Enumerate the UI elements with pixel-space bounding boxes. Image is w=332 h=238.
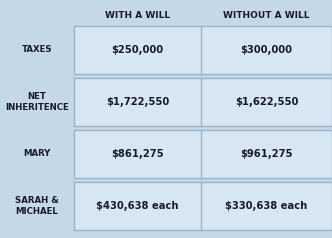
FancyBboxPatch shape	[74, 130, 332, 178]
Text: $330,638 each: $330,638 each	[225, 201, 308, 211]
Text: WITHOUT A WILL: WITHOUT A WILL	[223, 11, 310, 20]
Text: $430,638 each: $430,638 each	[96, 201, 179, 211]
Text: $861,275: $861,275	[111, 149, 164, 159]
FancyBboxPatch shape	[74, 78, 332, 126]
Text: WITH A WILL: WITH A WILL	[105, 11, 170, 20]
Text: TAXES: TAXES	[22, 45, 52, 55]
FancyBboxPatch shape	[74, 182, 332, 230]
Text: $250,000: $250,000	[112, 45, 164, 55]
Text: MARY: MARY	[23, 149, 51, 159]
Text: $1,622,550: $1,622,550	[235, 97, 298, 107]
Text: $961,275: $961,275	[240, 149, 293, 159]
Text: NET
INHERITENCE: NET INHERITENCE	[5, 92, 69, 112]
Text: $1,722,550: $1,722,550	[106, 97, 169, 107]
Text: $300,000: $300,000	[240, 45, 292, 55]
FancyBboxPatch shape	[74, 26, 332, 74]
Text: SARAH &
MICHAEL: SARAH & MICHAEL	[15, 196, 59, 216]
